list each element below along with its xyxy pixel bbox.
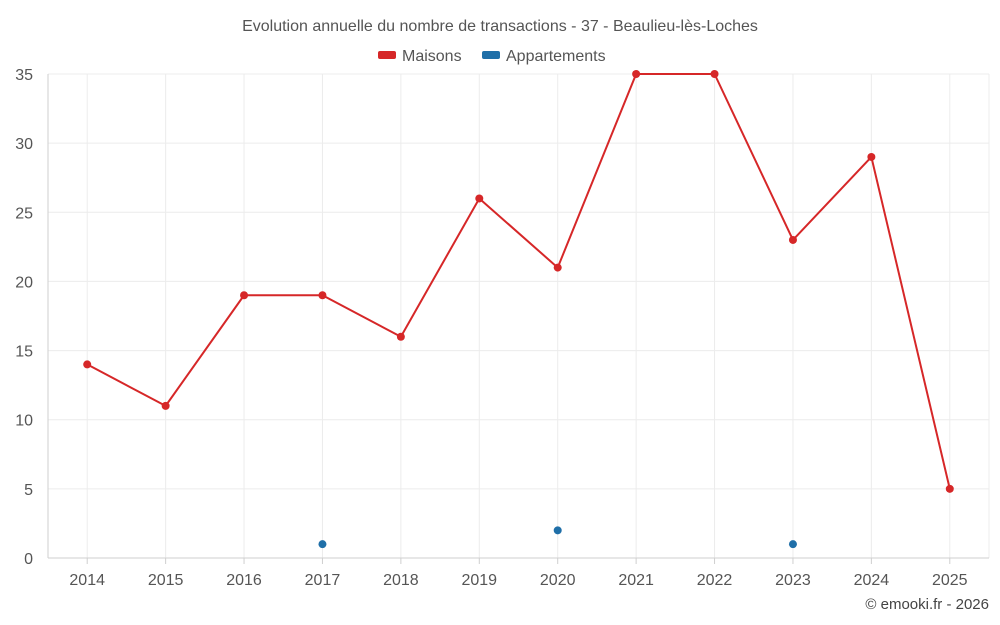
data-point-maisons-2023 [788,235,797,244]
y-axis-ticks: 0 5 10 15 20 25 30 35 [15,67,33,568]
x-tick-label: 2025 [932,572,968,589]
y-tick-label: 25 [15,205,33,222]
y-tick-label: 5 [24,482,33,499]
y-tick-label: 15 [15,344,33,361]
x-tick-label: 2014 [69,572,105,589]
y-tick-label: 35 [15,67,33,84]
data-point-maisons-2019 [475,194,484,203]
data-point-maisons-2021 [632,70,641,78]
legend: Maisons Appartements [378,48,606,65]
data-point-maisons-2016 [240,291,249,300]
credit-text: © emooki.fr - 2026 [865,596,989,613]
legend-swatch-maisons [378,51,396,59]
x-tick-label: 2017 [305,572,341,589]
y-tick-label: 0 [24,551,33,568]
chart-title: Evolution annuelle du nombre de transact… [242,18,758,35]
x-tick-label: 2023 [775,572,811,589]
legend-label-appartements: Appartements [506,48,606,65]
x-tick-label: 2016 [226,572,262,589]
data-point-maisons-2020 [553,263,562,272]
data-point-appartements-2023 [788,540,797,549]
y-tick-label: 20 [15,274,33,291]
data-point-maisons-2018 [396,332,405,341]
y-tick-label: 30 [15,136,33,153]
x-tick-label: 2022 [697,572,733,589]
data-point-maisons-2024 [867,152,876,161]
x-tick-label: 2015 [148,572,184,589]
data-point-maisons-2014 [83,360,92,369]
legend-label-maisons: Maisons [402,48,462,65]
data-point-maisons-2022 [710,70,719,78]
legend-item-maisons[interactable]: Maisons [378,48,462,65]
grid [48,73,990,558]
data-point-appartements-2020 [553,526,562,535]
legend-swatch-appartements [482,51,500,59]
x-axis-ticks: 2014 2015 2016 2017 2018 2019 2020 2021 2022 2023… [69,558,968,589]
y-tick-label: 10 [15,413,33,430]
series-line-maisons [86,73,951,490]
x-tick-label: 2024 [854,572,890,589]
axes [47,74,989,559]
legend-item-appartements[interactable]: Appartements [482,48,606,65]
x-tick-label: 2021 [618,572,654,589]
data-point-maisons-2017 [318,291,327,300]
x-tick-label: 2020 [540,572,576,589]
data-point-maisons-2025 [945,484,954,493]
x-tick-label: 2018 [383,572,419,589]
x-tick-label: 2019 [461,572,497,589]
data-point-maisons-2015 [161,401,170,410]
series-layer [83,70,954,549]
data-point-appartements-2017 [318,540,327,549]
